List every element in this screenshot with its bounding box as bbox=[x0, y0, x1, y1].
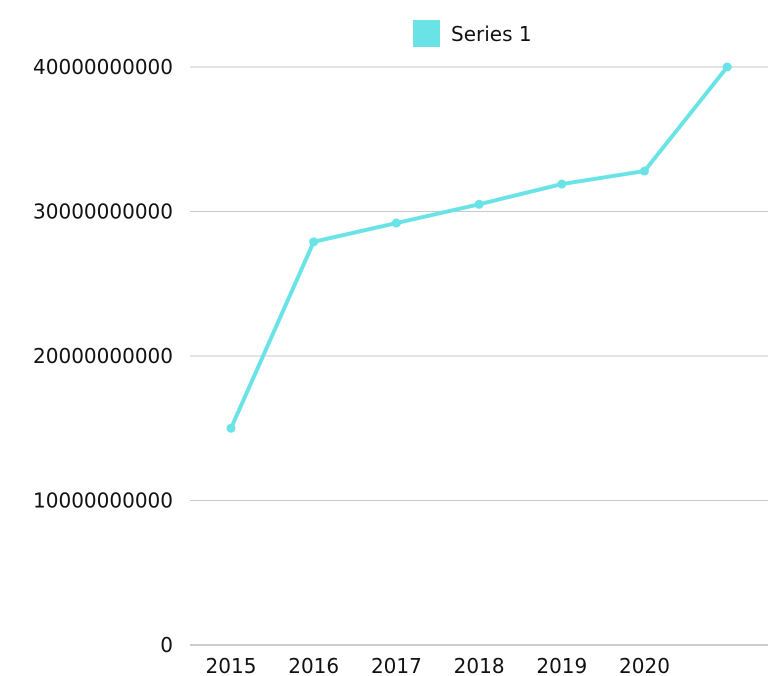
y-tick-label: 30000000000 bbox=[33, 200, 173, 224]
series-line bbox=[229, 65, 730, 431]
data-point bbox=[557, 179, 567, 189]
x-tick-label: 2017 bbox=[371, 654, 422, 676]
data-point bbox=[722, 62, 732, 72]
y-tick-label: 20000000000 bbox=[33, 344, 173, 368]
grid-lines bbox=[190, 66, 768, 646]
y-tick-label: 0 bbox=[160, 633, 173, 657]
legend: Series 1 bbox=[413, 20, 532, 47]
data-point bbox=[226, 423, 236, 433]
x-tick-label: 2019 bbox=[536, 654, 587, 676]
x-tick-label: 2015 bbox=[206, 654, 257, 676]
x-tick-label: 2020 bbox=[619, 654, 670, 676]
legend-swatch bbox=[413, 20, 440, 47]
y-tick-label: 40000000000 bbox=[33, 55, 173, 79]
x-axis-tick-labels: 2015 2016 2017 2018 2019 2020 bbox=[206, 654, 670, 676]
x-tick-label: 2018 bbox=[454, 654, 505, 676]
series-1 bbox=[226, 62, 732, 433]
data-point bbox=[474, 199, 484, 209]
legend-label: Series 1 bbox=[451, 22, 532, 46]
data-point bbox=[391, 218, 401, 228]
data-point bbox=[309, 237, 319, 247]
x-tick-label: 2016 bbox=[288, 654, 339, 676]
y-axis-tick-labels: 0 10000000000 20000000000 30000000000 400000… bbox=[33, 55, 173, 657]
y-tick-label: 10000000000 bbox=[33, 489, 173, 513]
data-point bbox=[640, 166, 649, 176]
